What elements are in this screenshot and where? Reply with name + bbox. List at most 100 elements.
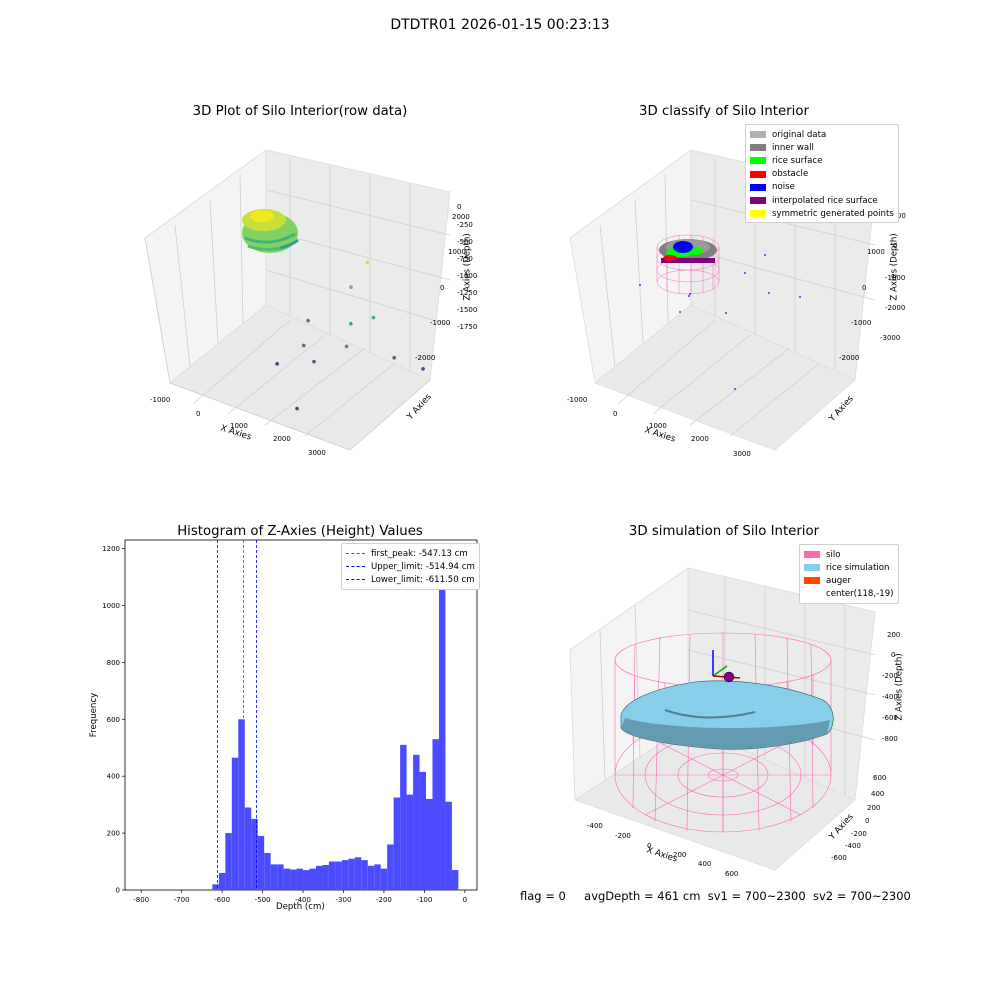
scatter-point: [301, 343, 306, 348]
svg-text:200: 200: [673, 851, 686, 859]
svg-text:0: 0: [893, 242, 897, 250]
panel4-title: 3D simulation of Silo Interior: [628, 524, 820, 539]
svg-text:200: 200: [867, 804, 880, 812]
histogram-bar: [212, 884, 219, 890]
panel4-rice-simulation: [620, 680, 834, 750]
svg-text:0: 0: [647, 842, 651, 850]
legend-item: Upper_limit: -514.94 cm: [346, 560, 475, 573]
legend-swatch-rice-surface: [750, 157, 766, 165]
panel1-zlabel: Z Axies (Depth): [462, 233, 473, 301]
histogram-bar: [251, 818, 258, 890]
svg-text:400: 400: [871, 790, 884, 798]
svg-text:600: 600: [725, 870, 738, 878]
panel2-classified-cloud: [659, 239, 717, 263]
legend-line-upper-limit: [346, 566, 365, 568]
histogram-bar: [277, 864, 284, 890]
y-tick-label: 600: [107, 716, 120, 724]
histogram-bar: [451, 870, 459, 890]
legend-item: obstacle: [750, 168, 894, 181]
legend-item: noise: [750, 181, 894, 194]
panel4-3d-plot: -400 -200 0 200 400 600 600 400 200 0 -200 -400 -60…: [569, 567, 900, 878]
histogram-bar: [387, 844, 394, 890]
svg-text:-400: -400: [845, 842, 861, 850]
y-tick-label: 200: [107, 830, 120, 838]
legend-item: original data: [750, 128, 894, 141]
svg-text:-250: -250: [457, 221, 473, 229]
y-tick-label: 400: [107, 773, 120, 781]
histogram-bar: [354, 857, 362, 890]
panel1-3d-plot: -1000 0 1000 2000 3000 -1000 -2000 0 1000 2000 0…: [144, 149, 477, 457]
status-line: flag = 0 avgDepth = 461 cm sv1 = 700~230…: [520, 889, 911, 903]
status-avg-depth: avgDepth = 461 cm: [584, 889, 701, 903]
svg-text:600: 600: [873, 774, 886, 782]
legend-item: first_peak: -547.13 cm: [346, 547, 475, 560]
legend-swatch-rice-simulation: [804, 564, 820, 572]
panel1-axes-box: [144, 149, 451, 451]
panel2-noise-points: [639, 254, 801, 390]
svg-text:400: 400: [698, 860, 711, 868]
x-tick-label: -400: [295, 896, 311, 904]
scatter-point: [295, 406, 299, 411]
x-tick-label: -700: [174, 896, 190, 904]
svg-text:0: 0: [865, 817, 869, 825]
histogram-y-ticks: 0 200 400 600 800 1000 1200: [102, 545, 125, 895]
legend-item: rice simulation: [804, 561, 894, 574]
x-tick-label: -500: [255, 896, 271, 904]
legend-item: inner wall: [750, 141, 894, 154]
histogram-bar: [303, 870, 310, 890]
legend-item: Lower_limit: -611.50 cm: [346, 573, 475, 586]
histogram-bar: [393, 797, 401, 890]
legend-item: rice surface: [750, 154, 894, 167]
histogram-bar: [218, 872, 226, 890]
x-tick-label: -800: [133, 896, 149, 904]
histogram-bar: [438, 562, 446, 890]
histogram-xlabel: Depth (cm): [276, 902, 325, 912]
svg-text:0: 0: [862, 284, 866, 292]
histogram-ylabel: Frequency: [89, 692, 100, 738]
panel4-zlabel: Z Axies (Depth): [894, 653, 905, 721]
y-tick-label: 0: [116, 887, 120, 895]
histogram-bar: [419, 771, 427, 890]
status-sv1: sv1 = 700~2300: [707, 889, 806, 903]
scatter-point: [349, 285, 353, 290]
histogram-bar: [238, 719, 245, 890]
svg-text:-1000: -1000: [851, 319, 871, 327]
x-tick-label: -200: [376, 896, 392, 904]
svg-text:3000: 3000: [733, 450, 751, 458]
histogram-bar: [426, 798, 433, 890]
x-tick-label: -600: [214, 896, 230, 904]
svg-text:200: 200: [887, 631, 900, 639]
svg-text:-1500: -1500: [457, 306, 477, 314]
svg-text:-2000: -2000: [415, 354, 435, 362]
svg-text:-2000: -2000: [885, 304, 905, 312]
legend-line-lower-limit: [346, 579, 365, 581]
svg-text:3000: 3000: [308, 449, 326, 457]
svg-text:0: 0: [613, 410, 617, 418]
svg-text:-1250: -1250: [457, 289, 477, 297]
svg-text:0: 0: [891, 651, 895, 659]
svg-text:-500: -500: [457, 238, 473, 246]
svg-text:1000: 1000: [649, 422, 667, 430]
histogram-bars: [212, 562, 459, 890]
histogram-bar: [348, 858, 355, 890]
x-tick-label: -300: [336, 896, 352, 904]
panel4-legend: silo rice simulation auger center(118,-1…: [799, 544, 899, 604]
svg-text:-600: -600: [831, 854, 847, 862]
histogram-bar: [341, 860, 349, 890]
legend-swatch-noise: [750, 183, 766, 191]
histogram-bar: [290, 869, 297, 890]
panel3-title: Histogram of Z-Axies (Height) Values: [177, 524, 423, 539]
svg-text:-1000: -1000: [885, 274, 905, 282]
panel1-point-cloud: [242, 209, 299, 253]
scatter-point: [275, 361, 279, 366]
legend-swatch-interpolated: [750, 197, 766, 205]
legend-line-first-peak: [346, 553, 365, 555]
panel4-auger-marker: [712, 650, 741, 683]
panel2-zlabel: Z Axies (Depth): [889, 233, 900, 301]
scatter-point: [344, 344, 349, 349]
svg-text:1000: 1000: [867, 248, 885, 256]
legend-swatch-inner-wall: [750, 144, 766, 152]
legend-item: silo: [804, 548, 894, 561]
legend-swatch-obstacle: [750, 170, 766, 178]
histogram-bar: [264, 853, 271, 890]
